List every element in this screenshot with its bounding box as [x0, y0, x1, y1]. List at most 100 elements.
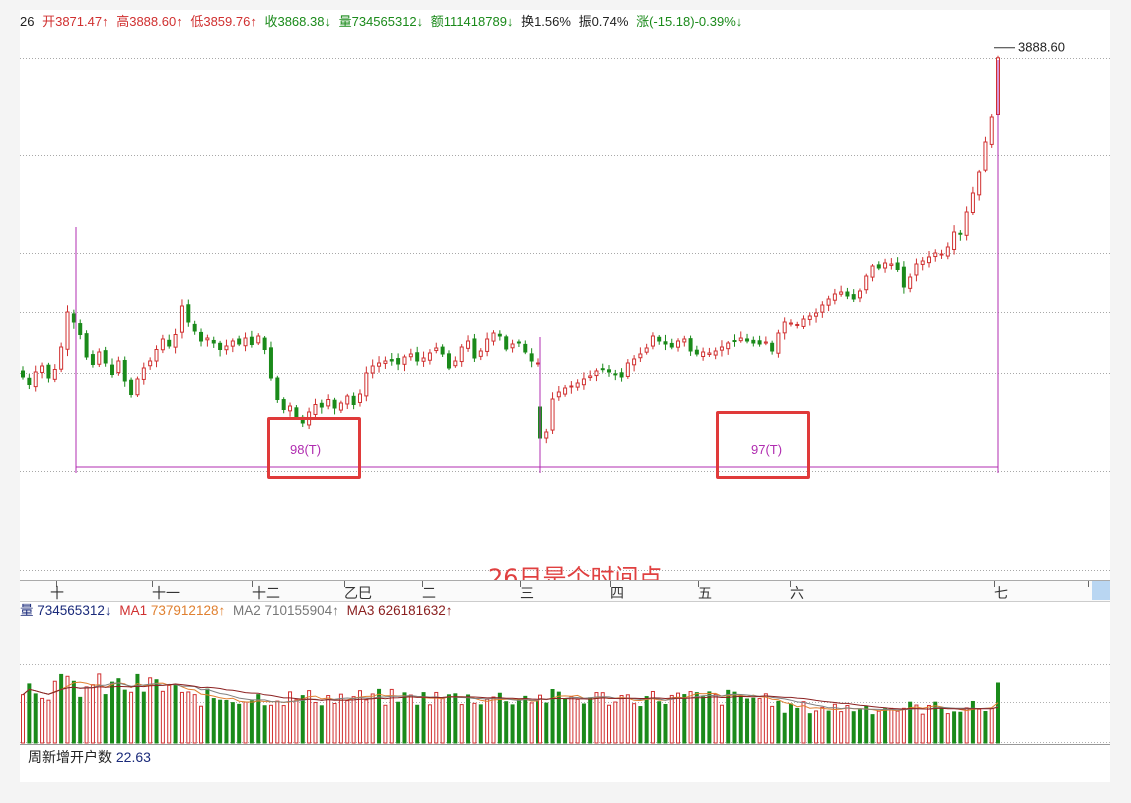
candle-body [383, 360, 388, 364]
volume-bar-down [788, 703, 793, 744]
stat-amount: 额111418789↓ [430, 14, 514, 29]
volume-bar-up [40, 697, 45, 744]
candle-down [192, 320, 197, 335]
volume-bar-down [510, 704, 515, 744]
candle-body [682, 338, 687, 343]
candle-body [52, 369, 57, 380]
volume-bar-up [332, 703, 337, 744]
interval-box-1 [267, 417, 361, 479]
volume-bar-down [983, 711, 988, 744]
candle-up [466, 335, 471, 352]
candle-down [607, 365, 612, 377]
candle-body [857, 290, 862, 299]
axis-label: 十 [50, 586, 64, 602]
candle-up [485, 332, 490, 357]
volume-bar-up [770, 705, 775, 744]
candle-body [726, 342, 731, 350]
candle-down [619, 368, 624, 382]
candle-up [154, 345, 159, 368]
candle-up [964, 206, 969, 241]
candle-body [211, 339, 216, 344]
interval-label-1: 98(T) [290, 442, 322, 457]
candle-body [613, 373, 618, 376]
candle-up [594, 368, 599, 382]
volume-bar-down [707, 691, 712, 744]
candle-down [529, 348, 534, 368]
volume-bar-down [550, 688, 555, 744]
candle-up [581, 372, 586, 390]
volume-bar-down [726, 689, 731, 744]
candle-up [563, 384, 568, 397]
candle-body [638, 353, 643, 359]
volume-bar-up [179, 691, 184, 744]
volume-bar-down [478, 704, 483, 744]
candle-up [491, 330, 496, 346]
candle-down [46, 362, 51, 383]
candle-body [788, 322, 793, 325]
volume-bar-down [396, 701, 401, 744]
volume-bar-up [186, 691, 191, 744]
candle-down [446, 350, 451, 371]
candle-down [876, 261, 881, 271]
candle-body [569, 385, 574, 388]
candle-body [952, 231, 957, 250]
candle-down [472, 333, 477, 362]
candle-body [523, 343, 528, 353]
candle-down [319, 399, 324, 414]
candle-up [908, 273, 913, 293]
candle-up [453, 356, 458, 368]
candle-body [364, 372, 369, 397]
candle-body [268, 347, 273, 379]
volume-bar-down [857, 709, 862, 744]
candle-body [707, 352, 712, 355]
candle-up [920, 257, 925, 271]
volume-bar-down [556, 691, 561, 744]
candle-body [370, 365, 375, 374]
candle-body [377, 362, 382, 367]
candle-up [826, 295, 831, 312]
candle-body [160, 338, 165, 351]
candle-down [845, 287, 850, 300]
price-chart[interactable]: 3888.60 [20, 32, 1110, 580]
axis-label: 十一 [152, 586, 180, 602]
candle-body [59, 346, 64, 370]
volume-bar-up [440, 698, 445, 744]
candle-down [669, 338, 674, 350]
candle-down [186, 299, 191, 327]
candle-up [939, 249, 944, 259]
candle-body [319, 402, 324, 408]
axis-label: 五 [698, 586, 712, 602]
candle-down [523, 340, 528, 355]
volume-bar-up [364, 699, 369, 744]
candle-down [351, 392, 356, 410]
candle-up [179, 299, 184, 339]
candle-body [148, 360, 153, 367]
ma3-value: 626181632↑ [378, 603, 453, 618]
volume-bar-up [408, 694, 413, 744]
axis-scroll-handle[interactable] [1092, 581, 1110, 600]
volume-chart[interactable] [20, 620, 1110, 744]
candle-body [40, 365, 45, 373]
candle-down [415, 346, 420, 366]
candle-down [732, 334, 737, 347]
candle-up [536, 358, 540, 367]
volume-bar-down [776, 700, 781, 744]
axis-label: 六 [790, 586, 804, 602]
volume-bar-up [920, 713, 925, 744]
candle-up [801, 315, 806, 329]
candle-up [357, 389, 362, 407]
candle-up [701, 347, 706, 361]
volume-bar-down [908, 701, 913, 744]
candle-up [575, 379, 580, 391]
volume-bar-up [575, 698, 580, 744]
candle-down [851, 289, 856, 303]
footer-value: 22.63 [115, 749, 151, 765]
candle-up [364, 366, 369, 402]
candle-body [116, 360, 121, 374]
candle-up [983, 136, 988, 173]
candle-body [199, 331, 204, 342]
candle-body [205, 337, 210, 341]
candle-down [663, 334, 668, 351]
candle-body [71, 313, 76, 323]
time-axis[interactable]: 十 十一 十二 乙巳 二 三 四 五 六 七 [20, 580, 1110, 602]
